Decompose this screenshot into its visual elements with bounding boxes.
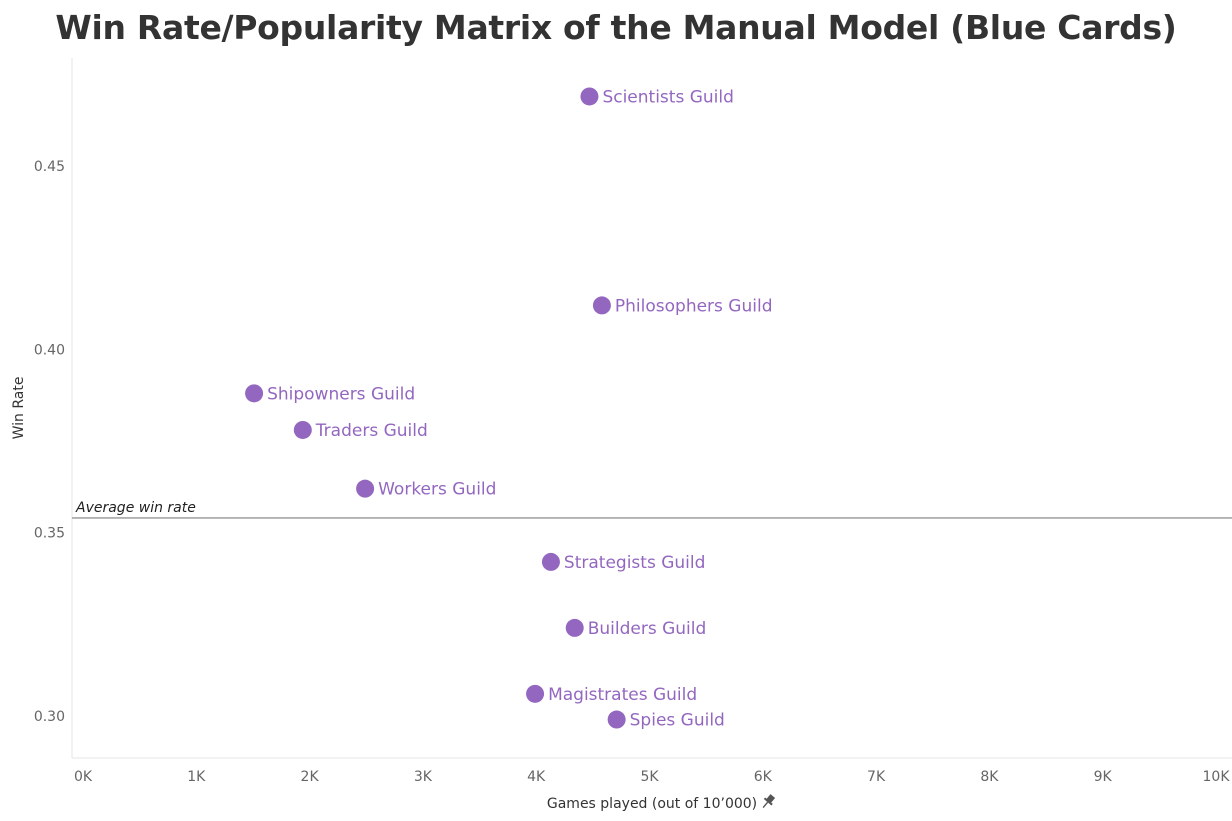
data-label-philosophers-guild: Philosophers Guild <box>615 296 773 316</box>
x-tick-label: 3K <box>414 769 433 785</box>
average-win-rate-label: Average win rate <box>75 500 196 516</box>
data-label-magistrates-guild: Magistrates Guild <box>548 685 697 705</box>
reference-line-group: Average win rate <box>72 500 1232 519</box>
data-label-workers-guild: Workers Guild <box>378 480 496 500</box>
y-tick-label: 0.35 <box>34 526 65 542</box>
axes: 0.30 0.35 0.40 0.45 0K 1K 2K 3K 4K 5K 6K 7K 8K 9K 10K <box>34 58 1232 785</box>
data-label-spies-guild: Spies Guild <box>630 711 725 731</box>
x-tick-label: 1K <box>187 769 206 785</box>
data-label-traders-guild: Traders Guild <box>315 421 428 441</box>
pin-icon[interactable] <box>759 793 776 811</box>
y-tick-label: 0.45 <box>34 159 65 175</box>
data-point-workers-guild[interactable] <box>356 479 375 498</box>
data-label-shipowners-guild: Shipowners Guild <box>267 384 415 404</box>
data-point-spies-guild[interactable] <box>607 710 626 729</box>
data-point-scientists-guild[interactable] <box>580 87 599 106</box>
data-point-shipowners-guild[interactable] <box>245 384 264 403</box>
data-points: Scientists Guild Philosophers Guild Shipow… <box>245 87 773 731</box>
x-tick-label: 4K <box>527 769 546 785</box>
data-label-scientists-guild: Scientists Guild <box>602 87 733 107</box>
data-point-traders-guild[interactable] <box>293 420 312 439</box>
x-axis-title: Games played (out of 10’000) <box>547 796 757 812</box>
data-point-strategists-guild[interactable] <box>541 552 560 571</box>
x-tick-label: 0K <box>74 769 93 785</box>
data-label-strategists-guild: Strategists Guild <box>564 553 705 573</box>
y-tick-label: 0.40 <box>34 342 65 358</box>
x-tick-label: 2K <box>301 769 320 785</box>
x-tick-label: 10K <box>1203 769 1231 785</box>
y-tick-label: 0.30 <box>34 709 65 725</box>
chart-title: Win Rate/Popularity Matrix of the Manual… <box>55 8 1177 47</box>
x-tick-label: 9K <box>1094 769 1113 785</box>
data-point-philosophers-guild[interactable] <box>592 296 611 315</box>
y-axis-title: Win Rate <box>11 377 27 440</box>
x-tick-label: 5K <box>640 769 659 785</box>
x-tick-label: 7K <box>867 769 886 785</box>
data-label-builders-guild: Builders Guild <box>588 619 707 639</box>
x-tick-label: 8K <box>980 769 999 785</box>
axis-titles: Games played (out of 10’000) Win Rate <box>11 377 776 812</box>
data-point-magistrates-guild[interactable] <box>526 684 545 703</box>
x-tick-label: 6K <box>754 769 773 785</box>
data-point-builders-guild[interactable] <box>565 618 584 637</box>
